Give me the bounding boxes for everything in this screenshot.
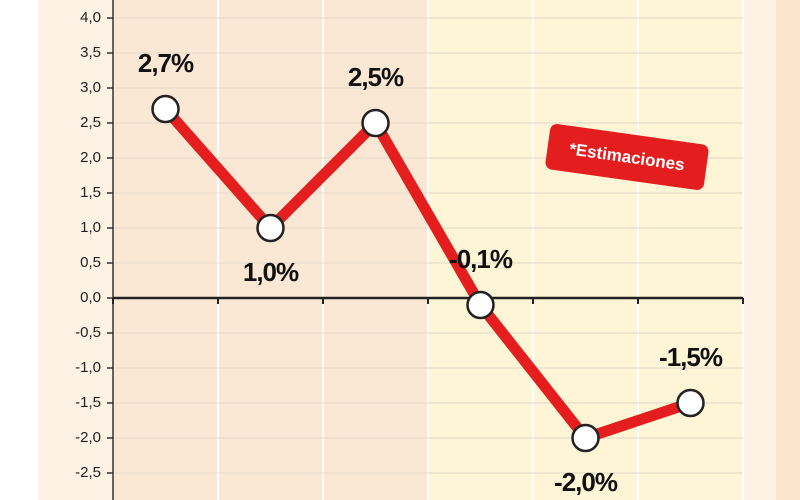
data-point bbox=[571, 423, 600, 453]
y-tick-label: 3,5 bbox=[80, 44, 101, 61]
data-line bbox=[161, 105, 693, 444]
y-tick-label: 4,0 bbox=[80, 9, 101, 26]
data-point bbox=[361, 108, 390, 138]
data-label: 2,5% bbox=[348, 62, 404, 92]
annotation-badge: *Estimaciones bbox=[545, 123, 709, 191]
data-point bbox=[151, 94, 180, 124]
y-tick-label: -0,5 bbox=[75, 324, 101, 341]
y-tick-label: 1,0 bbox=[80, 219, 101, 236]
y-tick-label: 1,5 bbox=[80, 184, 101, 201]
y-tick-label: 0,5 bbox=[80, 254, 101, 271]
data-label: -2,0% bbox=[554, 467, 618, 497]
plot-bg-actual bbox=[113, 0, 428, 500]
y-tick-label: 2,0 bbox=[80, 149, 101, 166]
right-strip bbox=[776, 0, 800, 500]
y-tick-label: -2,5 bbox=[75, 464, 101, 481]
badge-bg bbox=[545, 123, 709, 191]
y-tick-label: -3,0 bbox=[75, 499, 101, 500]
data-label: -1,5% bbox=[659, 342, 723, 372]
left-strip bbox=[0, 0, 38, 500]
data-point bbox=[466, 290, 495, 320]
data-point bbox=[676, 388, 705, 418]
y-tick-label: 0,0 bbox=[80, 289, 101, 306]
y-tick-label: -1,0 bbox=[75, 359, 101, 376]
y-tick-label: -1,5 bbox=[75, 394, 101, 411]
y-tick-label: -2,0 bbox=[75, 429, 101, 446]
y-tick-label: 2,5 bbox=[80, 114, 101, 131]
data-label: -0,1% bbox=[449, 244, 513, 274]
data-point bbox=[256, 213, 285, 243]
data-label: 2,7% bbox=[138, 48, 194, 78]
data-label: 1,0% bbox=[243, 257, 299, 287]
y-tick-label: 3,0 bbox=[80, 79, 101, 96]
